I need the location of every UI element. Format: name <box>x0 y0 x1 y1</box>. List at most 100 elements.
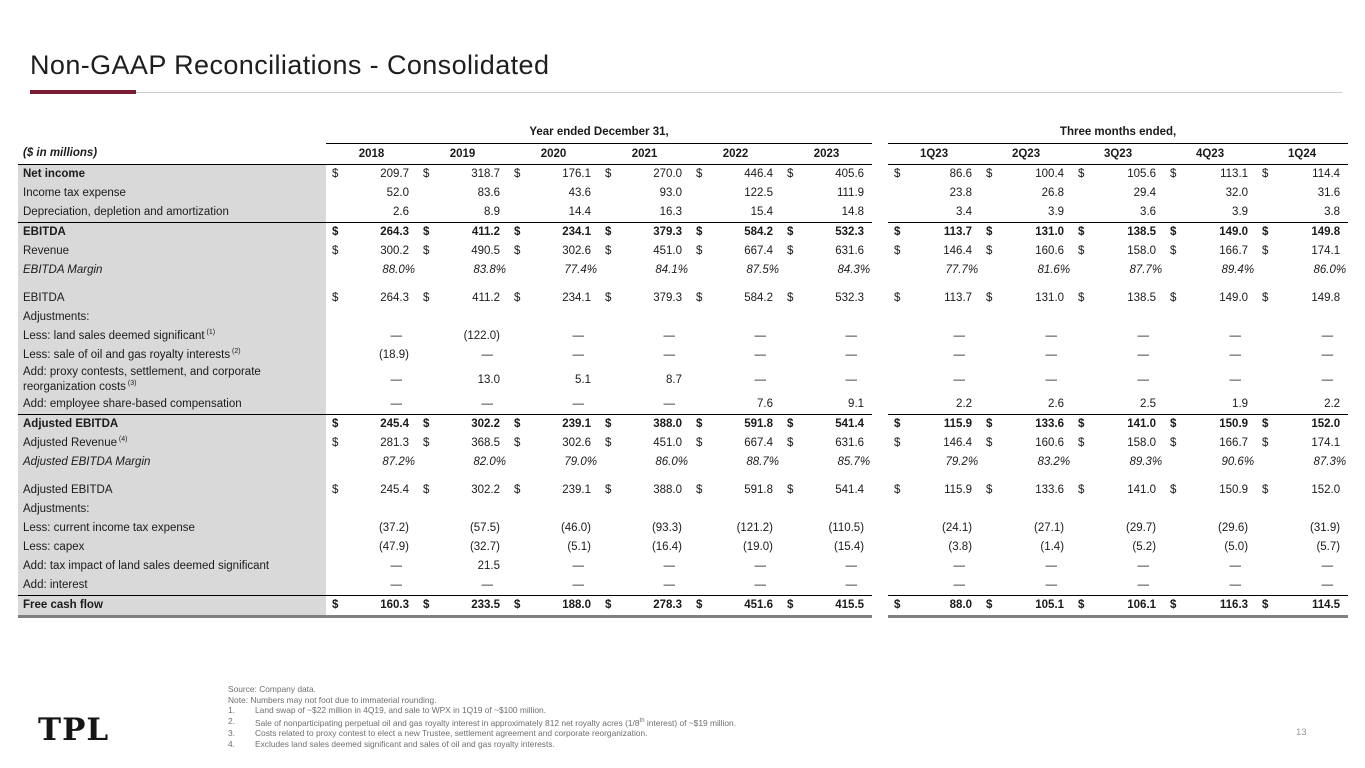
value-cell: $584.2 <box>690 289 781 308</box>
dollar-sign: $ <box>423 245 430 257</box>
cell-value: — <box>1045 373 1058 386</box>
value-cell: — <box>1072 346 1164 365</box>
value-cell: 84.3% <box>781 261 872 280</box>
cell-value: — <box>1137 373 1150 386</box>
row-label: Adjusted Revenue (4) <box>18 434 326 453</box>
value-cell: $405.6 <box>781 165 872 185</box>
cell-value: 176.1 <box>562 168 591 180</box>
cell-value: — <box>1137 330 1150 342</box>
dollar-sign: $ <box>423 437 430 449</box>
cell-value: — <box>663 330 676 342</box>
dollar-sign: $ <box>894 292 901 304</box>
dollar-sign: $ <box>787 226 794 238</box>
cell-value: 3.6 <box>1140 206 1157 218</box>
cell-value: 411.2 <box>471 226 500 238</box>
dollar-sign: $ <box>514 245 521 257</box>
row-label: Income tax expense <box>18 184 326 203</box>
cell-value: 3.9 <box>1232 206 1249 218</box>
value-cell: $160.3 <box>326 595 417 618</box>
row-label-text: Adjusted EBITDA <box>23 418 119 430</box>
cell-value: — <box>754 349 767 361</box>
cell-value: 85.7% <box>837 456 871 468</box>
value-cell: 3.9 <box>980 203 1072 223</box>
dollar-sign: $ <box>605 418 612 430</box>
spacer-row <box>18 280 1348 289</box>
dollar-sign: $ <box>605 245 612 257</box>
cell-value: 105.6 <box>1127 168 1157 180</box>
row-label: Less: capex <box>18 538 326 557</box>
cell-value: 32.0 <box>1225 187 1249 199</box>
value-cell: $234.1 <box>508 222 599 242</box>
cell-value: 43.6 <box>568 187 591 199</box>
cell-value: — <box>845 579 858 591</box>
cell-value: 584.2 <box>744 226 773 238</box>
value-cell: 2.2 <box>1256 395 1348 415</box>
dollar-sign: $ <box>1170 292 1177 304</box>
cell-value: — <box>845 373 858 386</box>
cell-value: — <box>663 398 676 410</box>
cell-value: (47.9) <box>378 541 409 553</box>
row-label-text: Adjustments: <box>23 503 90 515</box>
cell-value: 379.3 <box>653 292 682 304</box>
value-cell: $160.6 <box>980 434 1072 453</box>
dollar-sign: $ <box>1078 245 1085 257</box>
row-label-text: Less: sale of oil and gas royalty intere… <box>23 349 231 361</box>
cell-value: 14.4 <box>568 206 591 218</box>
cell-value: (110.5) <box>828 522 865 534</box>
value-cell: 79.0% <box>508 453 599 472</box>
value-cell: (24.1) <box>888 519 980 538</box>
dollar-sign: $ <box>986 437 993 449</box>
column-gap <box>872 242 889 261</box>
dollar-sign: $ <box>696 292 703 304</box>
value-cell: — <box>326 557 417 576</box>
value-cell: 3.4 <box>888 203 980 223</box>
value-cell <box>508 308 599 327</box>
footnote-number: 4. <box>228 738 235 749</box>
value-cell: $388.0 <box>599 481 690 500</box>
value-cell <box>980 472 1072 481</box>
value-cell: 111.9 <box>781 184 872 203</box>
value-cell: 52.0 <box>326 184 417 203</box>
cell-value: 3.4 <box>956 206 973 218</box>
cell-value: (5.0) <box>1224 541 1249 553</box>
cell-value: 174.1 <box>1311 437 1341 449</box>
value-cell: — <box>980 327 1072 346</box>
value-cell: — <box>1164 346 1256 365</box>
cell-value: 13.0 <box>477 373 500 386</box>
cell-value: 77.4% <box>564 264 597 276</box>
value-cell <box>888 500 980 519</box>
cell-value: — <box>1321 349 1334 361</box>
row-label-text: Add: employee share-based compensation <box>23 398 242 410</box>
value-cell: 87.2% <box>326 453 417 472</box>
cell-value: 239.1 <box>562 418 591 430</box>
cell-value: 188.0 <box>562 599 591 611</box>
cell-value: 77.7% <box>945 264 979 276</box>
value-cell: 86.0% <box>1256 261 1348 280</box>
dollar-sign: $ <box>696 168 703 180</box>
value-cell: — <box>508 327 599 346</box>
table-row: Less: land sales deemed significant (1) —… <box>18 327 1348 346</box>
value-cell: $152.0 <box>1256 414 1349 434</box>
value-cell: 13.0 <box>417 365 508 395</box>
dollar-sign: $ <box>1078 168 1085 180</box>
cell-value: 84.3% <box>837 264 871 276</box>
cell-value: 2.6 <box>1048 398 1065 410</box>
value-cell <box>326 472 417 481</box>
value-cell: 83.6 <box>417 184 508 203</box>
value-cell: $106.1 <box>1072 595 1165 618</box>
year-column-header: 2020 <box>508 143 599 165</box>
value-cell: — <box>1256 365 1348 395</box>
value-cell: $114.5 <box>1256 595 1349 618</box>
cell-value: 86.6 <box>949 168 973 180</box>
cell-value: (27.1) <box>1034 522 1065 534</box>
value-cell: (37.2) <box>326 519 417 538</box>
value-cell: 5.1 <box>508 365 599 395</box>
dollar-sign: $ <box>423 599 430 611</box>
value-cell: $245.4 <box>326 481 417 500</box>
footnote-number: 2. <box>228 715 235 726</box>
table-row: Less: sale of oil and gas royalty intere… <box>18 346 1348 365</box>
cell-value: 300.2 <box>380 245 409 257</box>
row-label: Add: proxy contests, settlement, and cor… <box>18 365 326 395</box>
value-cell: 87.3% <box>1256 453 1348 472</box>
value-cell: $113.7 <box>888 222 981 242</box>
